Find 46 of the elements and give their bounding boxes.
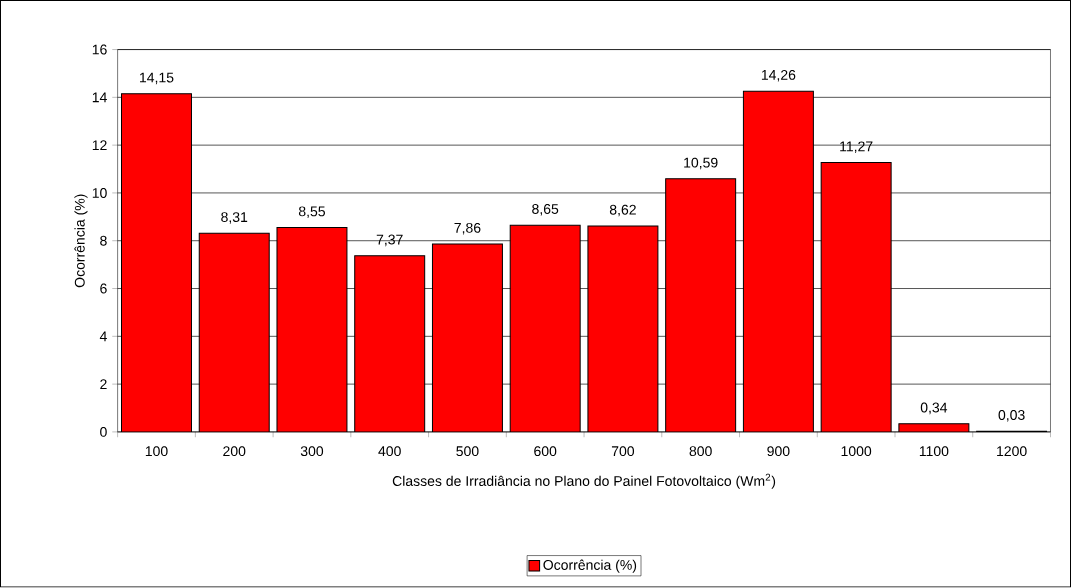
bar [821, 162, 892, 433]
legend-label: Ocorrência (%) [543, 559, 637, 573]
x-tick-label: 400 [378, 446, 401, 457]
y-tick-label: 6 [100, 283, 107, 294]
data-label: 0,03 [998, 410, 1025, 422]
bar [354, 256, 425, 433]
y-tick-label: 14 [92, 92, 107, 103]
y-tick-label: 10 [92, 188, 107, 199]
bar [665, 179, 736, 433]
x-tick-label: 300 [300, 446, 324, 457]
data-label: 14,26 [761, 70, 796, 82]
data-label: 8,55 [298, 206, 326, 219]
data-label: 7,37 [376, 234, 403, 247]
bar [121, 93, 192, 433]
x-tick-label: 200 [223, 446, 246, 457]
bar [743, 91, 814, 433]
data-label: 7,86 [454, 223, 481, 235]
x-tick-label: 700 [611, 446, 635, 457]
x-tick-label: 1000 [841, 446, 872, 457]
y-tick-label: 8 [100, 235, 107, 246]
bar [199, 233, 270, 433]
x-tick-label: 1200 [997, 446, 1027, 457]
data-label: 11,27 [840, 141, 873, 154]
y-tick-label: 4 [99, 331, 107, 342]
y-tick-label: 0 [100, 427, 107, 438]
y-tick-label: 16 [92, 44, 107, 55]
x-tick-label: 1100 [919, 446, 949, 457]
x-tick-label: 500 [456, 446, 479, 457]
x-axis-title: Classes de Irradiância no Plano do Painel Fotovoltaico (Wm$^{2}$) [392, 473, 776, 489]
y-tick-label: 12 [92, 140, 107, 151]
x-tick-label: 900 [767, 446, 790, 457]
data-label: 8,31 [221, 212, 248, 224]
bar [276, 227, 347, 433]
y-tick-label: 2 [100, 379, 107, 390]
data-label: 10,59 [684, 157, 718, 170]
y-axis-title: Ocorrência (%) [74, 194, 88, 288]
x-tick-label: 100 [145, 446, 168, 457]
data-label: 8,62 [609, 204, 636, 217]
data-label: 14,15 [140, 72, 174, 85]
bar [587, 226, 658, 433]
data-label: 8,65 [532, 204, 559, 216]
x-tick-label: 800 [689, 446, 712, 457]
bar [432, 244, 503, 433]
x-tick-label: 600 [534, 446, 557, 457]
bar [510, 225, 581, 433]
data-label: 0,34 [920, 402, 948, 415]
